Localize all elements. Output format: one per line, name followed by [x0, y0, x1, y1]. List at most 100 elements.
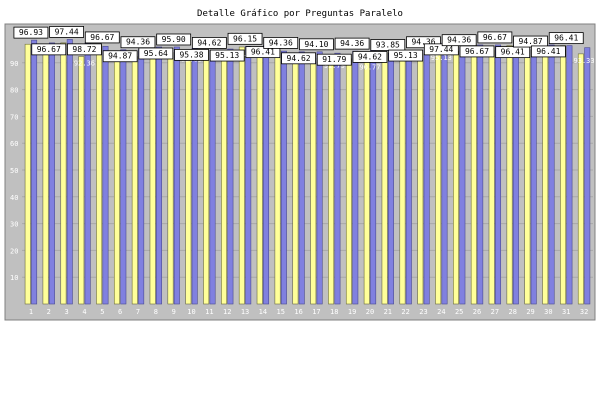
x-tick-label: 11 [205, 308, 213, 316]
data-label-box [352, 51, 388, 63]
x-tick-label: 27 [491, 308, 499, 316]
bar-series-1 [238, 46, 245, 305]
bar-series-2 [298, 51, 305, 305]
bar-series-2 [334, 52, 341, 305]
data-label-box [316, 53, 352, 66]
data-label-text: 94.62 [197, 38, 221, 47]
data-label-box [102, 50, 138, 63]
y-tick-label: 40 [10, 194, 18, 202]
x-tick-label: 7 [136, 308, 140, 316]
bar-series-2 [441, 42, 448, 305]
x-tick-label: 29 [526, 308, 534, 316]
data-label-text: 94.36 [447, 36, 471, 45]
data-label-box [513, 35, 548, 48]
data-label-box [120, 36, 156, 49]
data-label-box [477, 31, 513, 44]
bar-series-1 [399, 48, 406, 305]
data-label-box [156, 33, 192, 46]
bar-series-2 [548, 44, 555, 305]
bar-series-1 [453, 50, 459, 305]
data-label-box [441, 34, 477, 47]
x-tick-label: 9 [172, 308, 176, 316]
bar-series-2 [48, 42, 55, 305]
bar-series-1 [381, 52, 388, 305]
data-label-text: 94.36 [126, 38, 150, 47]
bar-series-2 [66, 39, 73, 305]
bar-series-1 [577, 53, 584, 305]
bar-series-2 [566, 45, 573, 305]
data-label-box [227, 32, 263, 45]
bar-series-1 [292, 57, 299, 305]
data-label-box [209, 49, 245, 62]
bar-series-2 [280, 50, 287, 305]
data-label-box [67, 43, 102, 56]
data-label-box [281, 52, 316, 65]
data-label: 95.13 [388, 49, 424, 62]
bar-series-2 [405, 54, 412, 305]
y-tick-label: 50 [10, 167, 18, 175]
x-tick-label: 3 [65, 308, 69, 316]
data-label-box [548, 32, 584, 45]
data-label-text: 94.36 [269, 38, 293, 47]
x-tick-label: 20 [366, 308, 374, 316]
x-tick-label: 10 [187, 308, 195, 316]
bar-series-2 [495, 44, 502, 305]
data-label: 94.87 [102, 50, 138, 63]
bar-series-2 [477, 44, 484, 305]
data-label-box [84, 31, 120, 44]
x-tick-label: 16 [294, 308, 302, 316]
bar-series-1 [167, 52, 174, 305]
x-tick-label: 23 [419, 308, 427, 316]
data-label-text: 94.62 [358, 52, 382, 61]
bar-series-1 [542, 50, 549, 305]
data-label-box [31, 43, 67, 56]
x-tick-label: 12 [223, 308, 231, 316]
data-label: 95.13 [209, 49, 245, 62]
x-tick-label: 18 [330, 308, 338, 316]
bar-series-2 [245, 46, 252, 305]
data-label-text: 97.44 [55, 27, 79, 36]
data-label-box [388, 49, 424, 62]
x-tick-label: 13 [241, 308, 249, 316]
data-label: 94.62 [191, 37, 227, 49]
data-label-text: 98.72 [72, 45, 96, 54]
bar-series-1 [131, 56, 138, 305]
x-tick-label: 17 [312, 308, 320, 316]
data-label-text: 95.64 [144, 49, 168, 58]
bar-series-1 [524, 49, 531, 305]
x-tick-label: 22 [401, 308, 409, 316]
bar-series-1 [96, 44, 103, 305]
data-label: 94.10 [299, 38, 334, 51]
bar-series-1 [149, 47, 156, 305]
data-label-text: 96.67 [465, 47, 489, 56]
bar-series-2 [191, 48, 198, 305]
bar-series-2 [530, 48, 537, 305]
data-label: 93.85 [370, 39, 406, 51]
bar-series-2 [423, 49, 430, 305]
x-tick-label: 14 [259, 308, 267, 316]
data-label-box [406, 36, 441, 49]
data-label: 96.15 [227, 32, 263, 45]
x-tick-label: 31 [562, 308, 570, 316]
data-label: 97.44 [423, 43, 459, 56]
data-label-text: 96.41 [501, 48, 525, 57]
data-label-box [49, 26, 85, 38]
data-label-text: 96.15 [233, 34, 257, 43]
data-label: 96.67 [31, 43, 67, 56]
data-label-box [245, 46, 281, 59]
data-label-text: 96.67 [483, 33, 507, 42]
bar-series-1 [345, 58, 352, 305]
bar-series-2 [209, 50, 216, 305]
data-label-text: 95.13 [215, 51, 239, 60]
data-label: 94.36 [120, 36, 156, 49]
data-label-text: 96.41 [536, 47, 560, 56]
bar-series-2 [84, 42, 91, 305]
bar-series-1 [274, 50, 281, 305]
bar-series-1 [42, 44, 49, 305]
bar-series-2 [370, 50, 377, 305]
bar-series-1 [256, 52, 263, 305]
y-tick-label: 90 [10, 60, 18, 68]
x-tick-label: 28 [508, 308, 516, 316]
bar-series-2 [120, 49, 127, 305]
data-label: 95.90 [156, 33, 192, 46]
